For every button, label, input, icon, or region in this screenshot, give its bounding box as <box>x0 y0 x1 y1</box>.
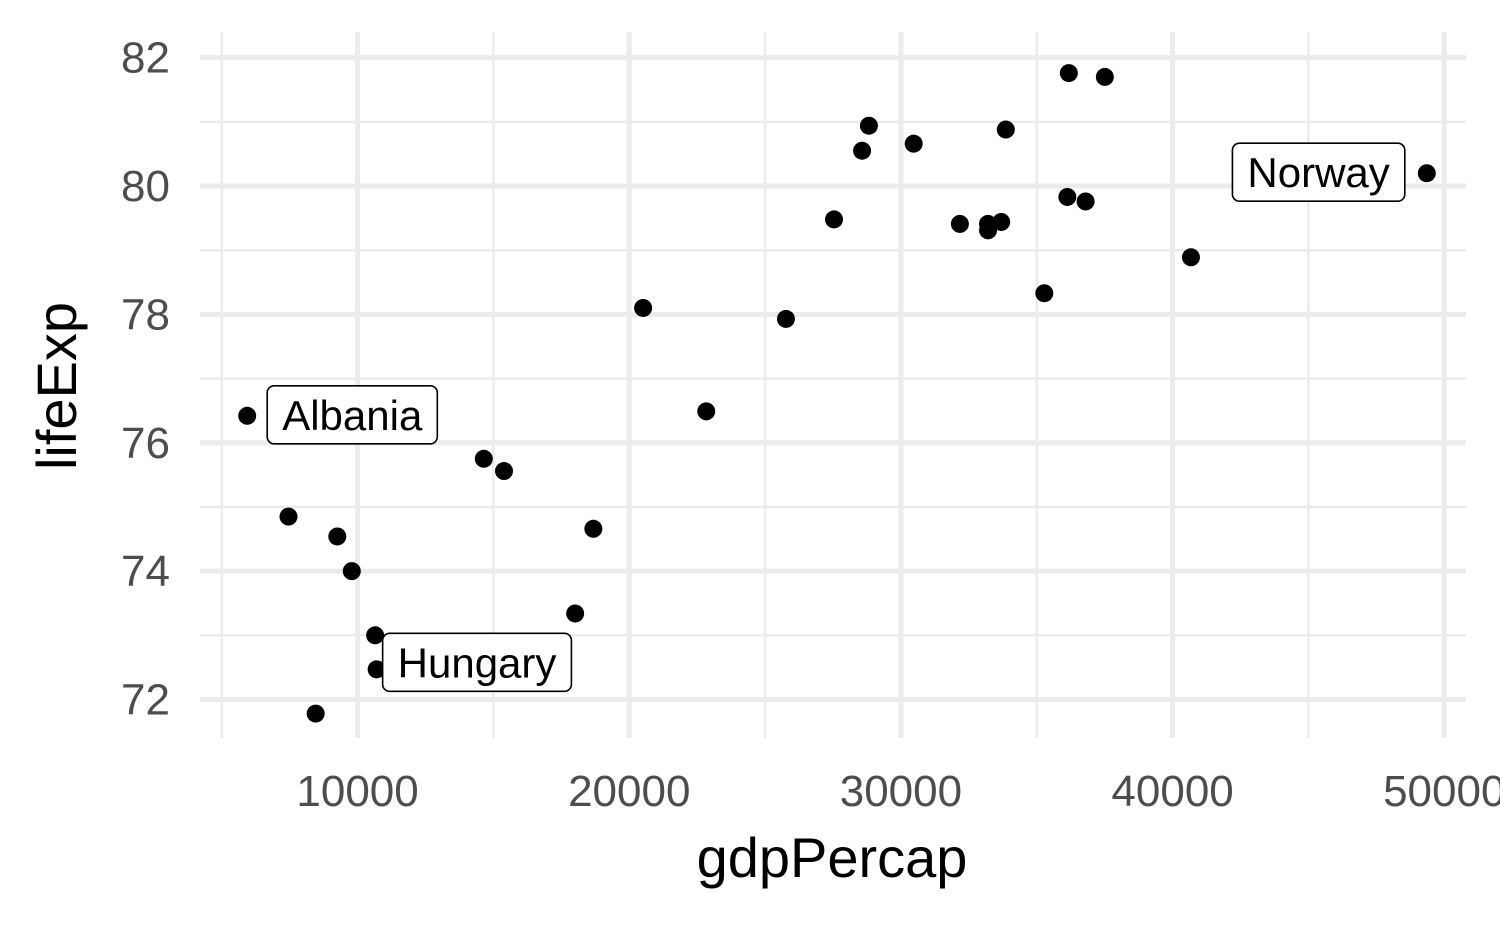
x-tick-label: 20000 <box>568 767 690 816</box>
data-point <box>992 212 1011 231</box>
data-point <box>1058 187 1077 206</box>
minor-gridlines <box>200 32 1466 738</box>
data-point <box>474 449 493 468</box>
label-box <box>381 632 573 693</box>
data-point <box>634 298 653 317</box>
data-point <box>853 141 872 160</box>
y-tick-label: 74 <box>121 547 170 596</box>
data-point <box>776 309 795 328</box>
label-text: Norway <box>1247 149 1389 196</box>
x-tick-label: 10000 <box>296 767 418 816</box>
data-point <box>1076 192 1095 211</box>
y-tick-label: 82 <box>121 34 170 83</box>
data-point <box>697 402 716 421</box>
point-label: Hungary <box>381 632 573 693</box>
data-point <box>825 210 844 229</box>
x-tick-label: 30000 <box>840 767 962 816</box>
data-point <box>996 120 1015 139</box>
data-point <box>495 462 514 481</box>
x-tick-label: 50000 <box>1383 767 1500 816</box>
data-point <box>979 214 998 233</box>
y-tick-label: 80 <box>121 162 170 211</box>
data-point <box>328 527 347 546</box>
y-axis-title: lifeExp <box>25 302 88 470</box>
x-tick-label: 40000 <box>1111 767 1233 816</box>
data-point <box>950 214 969 233</box>
point-label: Albania <box>266 385 439 445</box>
y-tick-label: 72 <box>121 675 170 724</box>
data-points <box>238 64 1436 723</box>
major-gridlines <box>200 32 1466 738</box>
y-tick-label: 76 <box>121 419 170 468</box>
data-point <box>1059 64 1078 83</box>
label-box <box>266 385 439 445</box>
data-point <box>859 116 878 135</box>
data-point <box>238 406 257 425</box>
point-label: Norway <box>1231 142 1406 202</box>
label-box <box>1231 142 1406 202</box>
data-point <box>1035 284 1054 303</box>
data-point <box>366 626 385 645</box>
x-tick-labels: 10000 20000 30000 40000 50000 <box>296 767 1500 816</box>
data-point <box>1417 164 1436 183</box>
y-tick-labels: 72 74 76 78 80 82 <box>121 34 170 725</box>
x-axis-title: gdpPercap <box>697 826 968 889</box>
data-point <box>306 704 325 723</box>
data-point <box>584 519 603 538</box>
data-point <box>904 134 923 153</box>
data-point <box>342 562 361 581</box>
data-point <box>1181 248 1200 267</box>
y-tick-label: 78 <box>121 290 170 339</box>
data-point <box>566 604 585 623</box>
data-point <box>279 507 298 526</box>
label-text: Albania <box>282 392 423 439</box>
label-text: Hungary <box>398 639 557 686</box>
point-annotations: Albania Hungary Norway <box>266 142 1406 693</box>
data-point <box>1095 67 1114 86</box>
data-point <box>367 660 386 679</box>
